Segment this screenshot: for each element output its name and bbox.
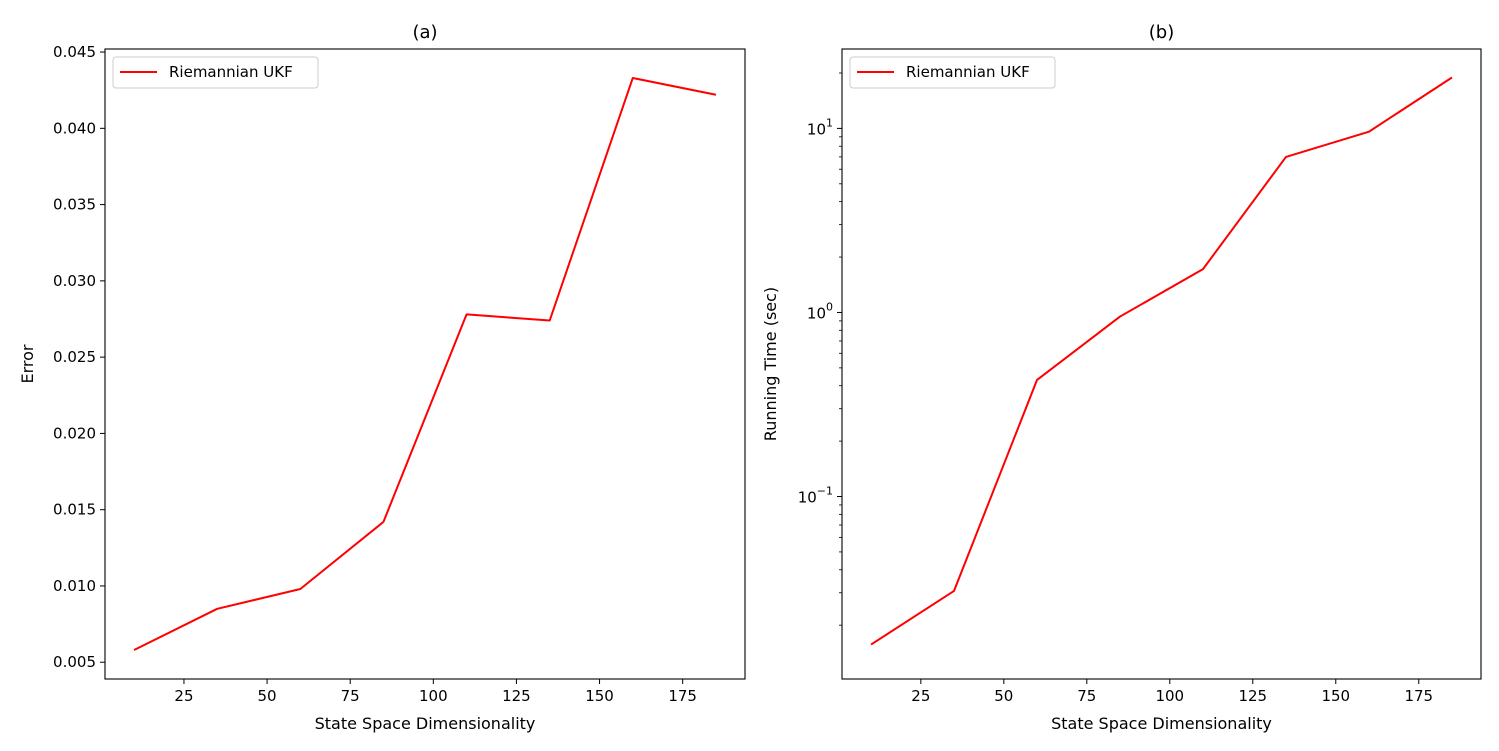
x-tick-label: 175 xyxy=(1404,687,1433,705)
x-tick-label: 125 xyxy=(502,687,531,705)
y-tick-label: 0.020 xyxy=(53,424,96,442)
tick-exponent: 0 xyxy=(826,300,833,313)
y-axis-label: Running Time (sec) xyxy=(761,287,780,441)
x-tick-label: 75 xyxy=(341,687,360,705)
x-tick-label: 75 xyxy=(1077,687,1096,705)
tick-base: 10 xyxy=(807,120,826,138)
chart-title: (b) xyxy=(1149,22,1174,43)
y-tick-label: 0.010 xyxy=(53,577,96,595)
y-tick-label: 0.015 xyxy=(53,501,96,519)
series-line xyxy=(133,76,717,651)
plot-frame xyxy=(104,48,746,680)
y-tick-label: 0.040 xyxy=(53,119,96,137)
y-tick-label: 0.025 xyxy=(53,348,96,366)
chart-panel-a: (a) 25 50 75 100 125 150 175 0.005 0.010 0.015 0.02… xyxy=(18,22,746,733)
x-tick-label: 150 xyxy=(1321,687,1350,705)
x-tick-label: 50 xyxy=(994,687,1013,705)
plot-frame xyxy=(841,48,1482,680)
tick-base: 10 xyxy=(798,489,817,507)
x-tick-label: 100 xyxy=(1155,687,1184,705)
legend-box xyxy=(849,56,1056,89)
x-tick-label: 50 xyxy=(258,687,277,705)
x-tick-label: 125 xyxy=(1238,687,1267,705)
tick-base: 10 xyxy=(807,304,826,322)
tick-exponent: −1 xyxy=(817,485,833,498)
chart-title: (a) xyxy=(412,22,437,43)
x-axis-label: State Space Dimensionality xyxy=(315,714,536,733)
y-tick-label: 100 xyxy=(807,300,833,322)
y-tick-label: 0.045 xyxy=(53,43,96,61)
y-tick-label: 0.005 xyxy=(53,653,96,671)
legend-box xyxy=(112,56,319,89)
x-tick-label: 175 xyxy=(668,687,697,705)
x-axis-label: State Space Dimensionality xyxy=(1051,714,1272,733)
legend: Riemannian UKF xyxy=(849,56,1056,89)
x-tick-label: 150 xyxy=(585,687,614,705)
y-tick-label: 0.035 xyxy=(53,196,96,214)
legend-label: Riemannian UKF xyxy=(906,63,1030,81)
x-tick-label: 25 xyxy=(174,687,193,705)
legend: Riemannian UKF xyxy=(112,56,319,89)
y-tick-label: 0.030 xyxy=(53,272,96,290)
y-tick-label: 10−1 xyxy=(798,485,833,507)
y-tick-label: 101 xyxy=(807,116,833,138)
x-tick-label: 25 xyxy=(911,687,930,705)
series-line xyxy=(870,76,1453,646)
y-axis-label: Error xyxy=(18,344,37,383)
legend-label: Riemannian UKF xyxy=(169,63,293,81)
tick-exponent: 1 xyxy=(826,116,833,129)
x-tick-label: 100 xyxy=(419,687,448,705)
